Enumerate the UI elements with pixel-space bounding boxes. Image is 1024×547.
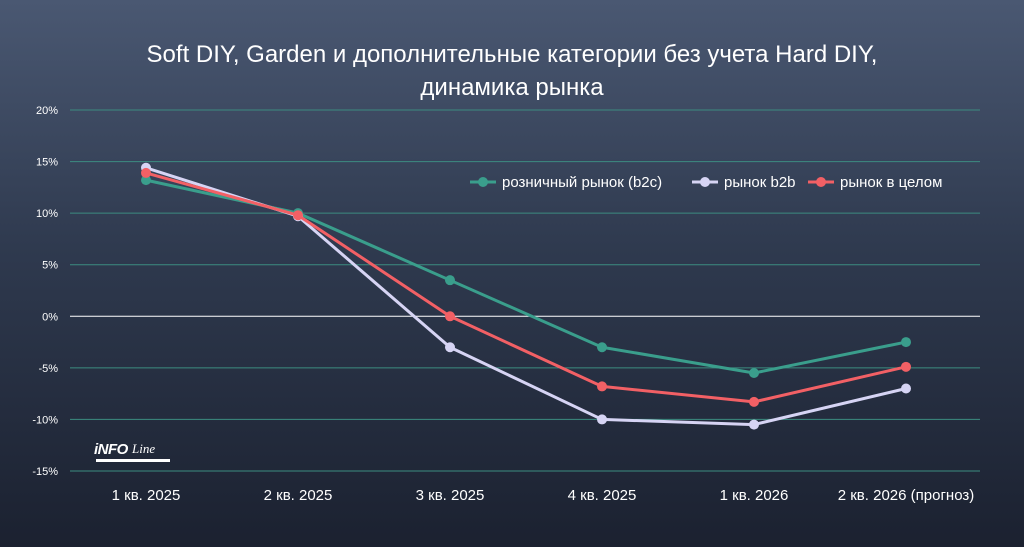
data-point-b2c bbox=[445, 275, 455, 286]
x-tick-label: 4 кв. 2025 bbox=[568, 487, 637, 504]
y-tick-label: 0% bbox=[42, 311, 58, 323]
legend-item-b2b: рынок b2b bbox=[692, 174, 796, 191]
y-tick-label: -5% bbox=[38, 363, 58, 375]
data-point-b2b bbox=[597, 414, 607, 425]
x-tick-label: 1 кв. 2026 bbox=[720, 487, 789, 504]
series-line-b2c bbox=[144, 178, 908, 375]
data-point-b2c bbox=[749, 368, 759, 379]
infoline-logo: iNFO Line bbox=[94, 441, 172, 465]
logo-script-text: Line bbox=[132, 441, 156, 456]
series-b2c bbox=[141, 175, 911, 379]
y-tick-label: 10% bbox=[36, 208, 58, 220]
y-tick-label: 5% bbox=[42, 260, 58, 272]
legend-item-b2c: розничный рынок (b2c) bbox=[470, 174, 662, 191]
x-tick-label: 1 кв. 2025 bbox=[112, 487, 181, 504]
grid-lines bbox=[70, 109, 980, 472]
data-point-b2c bbox=[597, 342, 607, 353]
logo-underline bbox=[96, 459, 170, 462]
y-tick-label: -15% bbox=[32, 466, 58, 478]
logo-main-text: iNFO bbox=[94, 441, 128, 458]
data-point-b2b bbox=[445, 342, 455, 353]
legend-label: рынок b2b bbox=[724, 174, 796, 191]
x-axis-ticks: 1 кв. 2025 2 кв. 2025 3 кв. 2025 4 кв. 2025… bbox=[112, 487, 975, 504]
y-tick-label: 15% bbox=[36, 157, 58, 169]
legend-item-total: рынок в целом bbox=[808, 174, 942, 191]
x-tick-label: 3 кв. 2025 bbox=[416, 487, 485, 504]
y-axis-ticks: 20% 15% 10% 5% 0% -5% -10% -15% bbox=[32, 105, 58, 478]
x-tick-label: 2 кв. 2025 bbox=[264, 487, 333, 504]
data-point-b2c bbox=[141, 175, 151, 186]
data-point-total bbox=[597, 381, 607, 392]
legend-swatch-marker bbox=[816, 177, 826, 187]
data-point-b2c bbox=[901, 337, 911, 348]
data-point-total bbox=[141, 167, 151, 178]
chart-title-line-2: динамика рынка bbox=[420, 74, 604, 101]
data-point-total bbox=[293, 210, 303, 221]
data-point-total bbox=[749, 396, 759, 407]
x-tick-label: 2 кв. 2026 (прогноз) bbox=[838, 487, 975, 504]
legend-swatch-marker bbox=[478, 177, 488, 187]
y-tick-label: 20% bbox=[36, 105, 58, 117]
legend: розничный рынок (b2c) рынок b2b рынок в це… bbox=[470, 174, 942, 191]
series-line-total bbox=[144, 171, 908, 404]
chart-title-line-1: Soft DIY, Garden и дополнительные катего… bbox=[146, 41, 878, 68]
series-total bbox=[141, 167, 911, 407]
y-tick-label: -10% bbox=[32, 414, 58, 426]
chart-title: Soft DIY, Garden и дополнительные катего… bbox=[0, 38, 1024, 104]
data-point-b2b bbox=[749, 419, 759, 430]
data-point-total bbox=[445, 311, 455, 322]
series-group bbox=[141, 162, 911, 430]
data-point-b2b bbox=[901, 383, 911, 394]
legend-label: рынок в целом bbox=[840, 174, 942, 191]
data-point-total bbox=[901, 361, 911, 372]
legend-swatch-marker bbox=[700, 177, 710, 187]
legend-label: розничный рынок (b2c) bbox=[502, 174, 662, 191]
